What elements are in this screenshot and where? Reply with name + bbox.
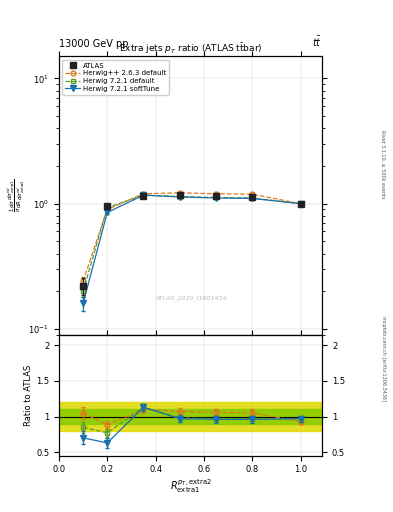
- Y-axis label: Ratio to ATLAS: Ratio to ATLAS: [24, 365, 33, 426]
- Legend: ATLAS, Herwig++ 2.6.3 default, Herwig 7.2.1 default, Herwig 7.2.1 softTune: ATLAS, Herwig++ 2.6.3 default, Herwig 7.…: [62, 60, 169, 95]
- Text: mcplots.cern.ch [arXiv:1306.3436]: mcplots.cern.ch [arXiv:1306.3436]: [381, 316, 386, 401]
- Text: ATLAS_2020_I1801434: ATLAS_2020_I1801434: [155, 295, 226, 302]
- X-axis label: $R_{\rm extra1}^{p_T,{\rm extra2}}$: $R_{\rm extra1}^{p_T,{\rm extra2}}$: [170, 477, 211, 495]
- Text: Rivet 3.1.10, ≥ 500k events: Rivet 3.1.10, ≥ 500k events: [381, 130, 386, 198]
- Text: $t\bar{t}$: $t\bar{t}$: [312, 35, 322, 49]
- Y-axis label: $\frac{1}{\sigma}\frac{d\sigma}{dR}\frac{d\sigma^{nd}_{extra1}}{d\sigma^{nd}_{ex: $\frac{1}{\sigma}\frac{d\sigma}{dR}\frac…: [6, 179, 27, 212]
- Bar: [59, 402, 322, 431]
- Text: 13000 GeV pp: 13000 GeV pp: [59, 38, 129, 49]
- Title: Extra jets $p_T$ ratio (ATLAS t$\bar{\rm t}$bar): Extra jets $p_T$ ratio (ATLAS t$\bar{\rm…: [119, 41, 263, 56]
- Bar: [59, 410, 322, 423]
